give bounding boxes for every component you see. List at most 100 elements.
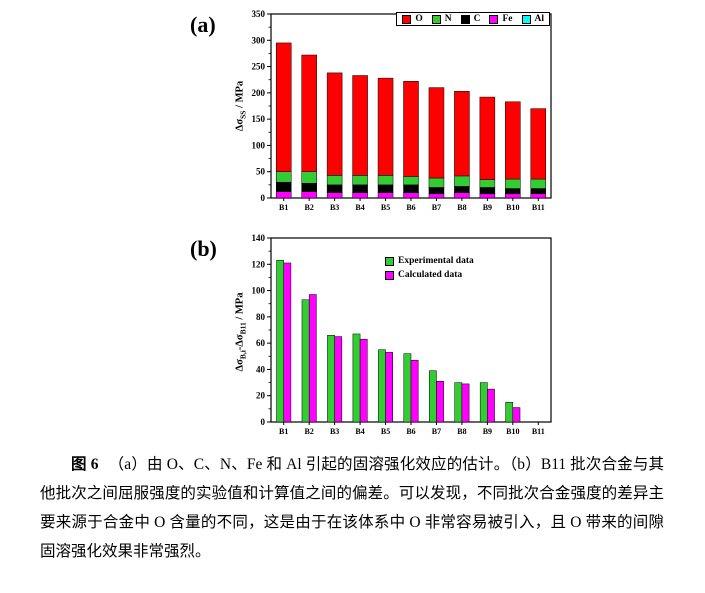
bar-segment-N bbox=[505, 178, 521, 189]
y-tick-label: 40 bbox=[256, 364, 266, 374]
chart-canvas: 0 20 40 60 80 100 120 140 B1 B2 B3 B4 B5 B6 B7 B8 B9 B10 B… bbox=[252, 233, 552, 436]
x-tick-label: B3 bbox=[330, 427, 339, 436]
bar-segment-N bbox=[377, 175, 394, 186]
bar-segment-O bbox=[428, 87, 445, 179]
y-tick-label: 50 bbox=[256, 167, 266, 177]
bar-experimental-data bbox=[454, 382, 463, 423]
bar-segment-C bbox=[530, 188, 547, 195]
bar-calculated-data bbox=[334, 336, 343, 423]
legend-swatch-c bbox=[460, 14, 470, 24]
bar-experimental-data bbox=[352, 333, 361, 423]
bar-segment-Fe bbox=[505, 193, 521, 199]
x-tick-label: B2 bbox=[305, 203, 314, 212]
x-tick-label: B8 bbox=[457, 427, 466, 436]
bar-calculated-data bbox=[436, 381, 444, 423]
bar-segment-Fe bbox=[301, 191, 317, 199]
y-tick-label: 100 bbox=[252, 286, 266, 296]
x-tick-label: B9 bbox=[483, 427, 492, 436]
legend-label: Calculated data bbox=[398, 270, 463, 280]
bar-segment-Fe bbox=[377, 192, 394, 199]
legend-item: O bbox=[402, 14, 423, 24]
bar-segment-Fe bbox=[530, 193, 547, 199]
bar-segment-O bbox=[377, 77, 394, 176]
bar-experimental-data bbox=[505, 402, 514, 423]
bar-segment-C bbox=[403, 184, 419, 193]
bar-segment-Fe bbox=[479, 193, 496, 199]
x-tick-label: B5 bbox=[381, 427, 390, 436]
bar-calculated-data bbox=[487, 388, 495, 423]
legend-item: N bbox=[431, 14, 452, 24]
bar-calculated-data bbox=[359, 338, 368, 423]
legend-swatch-al bbox=[521, 14, 531, 24]
bar-segment-N bbox=[301, 171, 317, 184]
y-tick-label: 0 bbox=[261, 193, 266, 203]
figure-caption: 图 6 （a）由 O、C、N、Fe 和 Al 引起的固溶强化效应的估计。（b）B1… bbox=[40, 450, 664, 566]
legend: O N C Fe Al bbox=[396, 12, 550, 26]
bar-experimental-data bbox=[429, 370, 437, 423]
legend-item: Calculated data bbox=[385, 270, 474, 280]
x-tick-label: B7 bbox=[432, 427, 441, 436]
bar-segment-Fe bbox=[454, 192, 470, 199]
bar-segment-O bbox=[326, 72, 343, 176]
bar-segment-C bbox=[377, 184, 394, 193]
bar-segment-C bbox=[428, 187, 445, 195]
bar-calculated-data bbox=[410, 359, 419, 423]
bar-segment-N bbox=[352, 175, 368, 186]
bar-segment-O bbox=[505, 101, 521, 180]
x-tick-label: B6 bbox=[406, 203, 415, 212]
x-tick-label: B4 bbox=[355, 203, 364, 212]
legend-swatch-fe bbox=[489, 14, 499, 24]
legend-label: Al bbox=[534, 14, 545, 24]
y-tick-label: 300 bbox=[252, 35, 266, 45]
legend-swatch-calculated-data bbox=[385, 270, 394, 280]
bar-experimental-data bbox=[301, 299, 310, 423]
legend-item: Experimental data bbox=[385, 256, 474, 266]
bar-segment-C bbox=[352, 184, 368, 193]
x-tick-label: B11 bbox=[532, 203, 545, 212]
x-tick-label: B7 bbox=[432, 203, 441, 212]
y-tick-label: 20 bbox=[256, 391, 266, 401]
y-tick-label: 140 bbox=[252, 233, 266, 243]
x-tick-label: B10 bbox=[506, 203, 519, 212]
legend-label: C bbox=[473, 14, 481, 24]
legend-item: Al bbox=[521, 14, 545, 24]
y-tick-label: 250 bbox=[252, 62, 266, 72]
legend-label: O bbox=[415, 14, 423, 24]
legend: Experimental data Calculated data bbox=[385, 256, 474, 280]
bar-experimental-data bbox=[276, 260, 284, 423]
bar-segment-O bbox=[403, 81, 419, 177]
x-tick-label: B3 bbox=[330, 203, 339, 212]
bar-segment-N bbox=[403, 176, 419, 186]
bar-segment-N bbox=[275, 171, 292, 183]
chart-canvas: 0 50 100 150 200 250 300 350 B1 B2 B3 B4 B5 B6 B7 B8 B9 B… bbox=[252, 9, 552, 212]
legend-swatch-n bbox=[431, 14, 441, 24]
legend-label: Experimental data bbox=[398, 256, 474, 266]
x-tick-label: B11 bbox=[532, 427, 545, 436]
bar-segment-C bbox=[326, 184, 343, 193]
bar-calculated-data bbox=[512, 407, 521, 423]
bar-segment-Fe bbox=[275, 191, 292, 199]
x-tick-label: B6 bbox=[406, 427, 415, 436]
bar-segment-Fe bbox=[403, 192, 419, 199]
bar-calculated-data bbox=[385, 352, 393, 423]
y-tick-label: 120 bbox=[252, 259, 266, 269]
bar-segment-O bbox=[530, 108, 547, 180]
y-tick-label: 100 bbox=[252, 140, 266, 150]
bar-segment-C bbox=[275, 181, 292, 192]
legend-label: N bbox=[444, 14, 452, 24]
bar-segment-O bbox=[301, 54, 317, 172]
bar-segment-N bbox=[530, 178, 547, 189]
y-tick-label: 0 bbox=[261, 417, 266, 427]
bar-segment-O bbox=[275, 42, 292, 172]
bar-segment-N bbox=[326, 175, 343, 186]
chart-b: 0 20 40 60 80 100 120 140 B1 B2 B3 B4 B5 B6 B7 B8 B9 B10 B… bbox=[235, 232, 555, 450]
legend-label: Fe bbox=[502, 14, 513, 24]
bar-experimental-data bbox=[327, 335, 335, 423]
y-tick-label: 80 bbox=[256, 312, 266, 322]
bar-experimental-data bbox=[403, 353, 412, 423]
bar-calculated-data bbox=[283, 262, 292, 423]
bar-segment-N bbox=[479, 179, 496, 188]
bar-calculated-data bbox=[308, 294, 317, 423]
panel-a-label: (a) bbox=[190, 12, 216, 37]
